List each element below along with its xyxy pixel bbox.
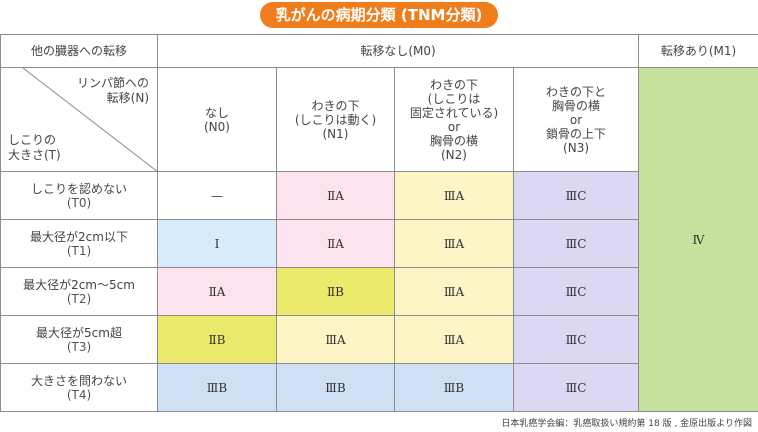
- header-metastasis-label: 他の臓器への転移: [0, 34, 158, 68]
- stage-cell: ⅢC: [512, 267, 640, 316]
- stage-cell: ⅡB: [157, 315, 277, 364]
- corner-lymph-label: リンパ節への 転移(N): [77, 76, 149, 106]
- header-n1: わきの下 (しこりは動く) (N1): [276, 67, 395, 172]
- n-column-line: (N0): [204, 119, 230, 134]
- stage-cell: ⅢC: [512, 315, 640, 364]
- header-n2: わきの下 (しこりは 固定されている) or 胸骨の横 (N2): [394, 67, 514, 172]
- n-column-line: (しこりは動く): [294, 112, 377, 127]
- stage-cell: ⅡA: [276, 219, 395, 268]
- row-label-t1: 最大径が2cm以下 (T1): [0, 219, 158, 268]
- row-label-t3: 最大径が5cm超 (T3): [0, 315, 158, 364]
- n-column-line: わきの下: [429, 77, 478, 92]
- row-label-code: (T2): [66, 291, 92, 306]
- tnm-table: 他の臓器への転移 転移なし(M0) 転移あり(M1) リンパ節への 転移(N) …: [0, 34, 758, 412]
- stage-cell: ⅡB: [276, 267, 395, 316]
- stage-cell: ⅢC: [512, 219, 640, 268]
- row-label-t4: 大きさを問わない (T4): [0, 363, 158, 412]
- n-column-line: わきの下: [311, 98, 360, 113]
- corner-lymph-line: 転移(N): [106, 91, 149, 105]
- stage-cell: ⅢA: [394, 315, 514, 364]
- stage-cell: ⅢA: [276, 315, 395, 364]
- corner-size-line: しこりの: [8, 133, 57, 147]
- n-column-line: (しこりは: [427, 91, 481, 106]
- row-label-t0: しこりを認めない (T0): [0, 171, 158, 220]
- diagonal-line: [22, 68, 157, 171]
- header-m1: 転移あり(M1): [638, 34, 758, 68]
- stage-cell: —: [157, 171, 277, 220]
- header-m0: 転移なし(M0): [156, 34, 640, 68]
- corner-lymph-line: リンパ節への: [76, 76, 149, 90]
- corner-cell: リンパ節への 転移(N) しこりの 大きさ(T): [0, 67, 158, 172]
- row-label-code: (T3): [66, 339, 92, 354]
- stage-cell: ⅢA: [394, 219, 514, 268]
- title-wrap: 乳がんの病期分類 (TNM分類): [0, 2, 758, 28]
- n-column-line: 胸骨の横: [552, 98, 601, 113]
- n-column-line: (N1): [322, 126, 349, 141]
- n-column-line: わきの下と: [546, 84, 607, 99]
- n-column-line: (N2): [441, 147, 467, 162]
- stage-cell: ⅡA: [276, 171, 395, 220]
- row-label-text: 最大径が2cm〜5cm: [23, 277, 135, 292]
- stage-m1-cell: Ⅳ: [638, 67, 758, 412]
- page-title: 乳がんの病期分類 (TNM分類): [259, 2, 499, 28]
- stage-cell: ⅢB: [276, 363, 395, 412]
- stage-cell: ⅢB: [157, 363, 277, 412]
- row-label-text: 最大径が2cm以下: [30, 229, 128, 244]
- corner-size-line: 大きさ(T): [8, 148, 61, 162]
- n-column-line: 鎖骨の上下: [546, 126, 607, 141]
- stage-cell: ⅢA: [394, 171, 514, 220]
- row-label-code: (T1): [66, 243, 92, 258]
- n-column-line: or: [447, 119, 461, 134]
- stage-cell: ⅢB: [394, 363, 514, 412]
- source-footnote: 日本乳癌学会編：乳癌取扱い規約第 18 版 , 金原出版より作図: [501, 419, 752, 429]
- n-column-line: (N3): [563, 140, 590, 155]
- row-label-text: 最大径が5cm超: [36, 325, 122, 340]
- n-column-line: 胸骨の横: [429, 133, 478, 148]
- row-label-text: 大きさを問わない: [30, 373, 127, 388]
- stage-cell: ⅢC: [512, 171, 640, 220]
- stage-cell: ⅡA: [157, 267, 277, 316]
- header-n3: わきの下と 胸骨の横 or 鎖骨の上下 (N3): [512, 67, 640, 172]
- n-column-line: or: [569, 112, 583, 127]
- stage-cell: Ⅰ: [157, 219, 277, 268]
- corner-size-label: しこりの 大きさ(T): [8, 133, 61, 163]
- stage-cell: ⅢC: [512, 363, 640, 412]
- row-label-text: しこりを認めない: [30, 181, 127, 196]
- stage-cell: ⅢA: [394, 267, 514, 316]
- n-column-line: 固定されている): [409, 105, 499, 120]
- row-label-t2: 最大径が2cm〜5cm (T2): [0, 267, 158, 316]
- n-column-line: なし: [204, 105, 229, 120]
- header-n0: なし (N0): [157, 67, 277, 172]
- row-label-code: (T0): [66, 195, 92, 210]
- row-label-code: (T4): [66, 387, 92, 402]
